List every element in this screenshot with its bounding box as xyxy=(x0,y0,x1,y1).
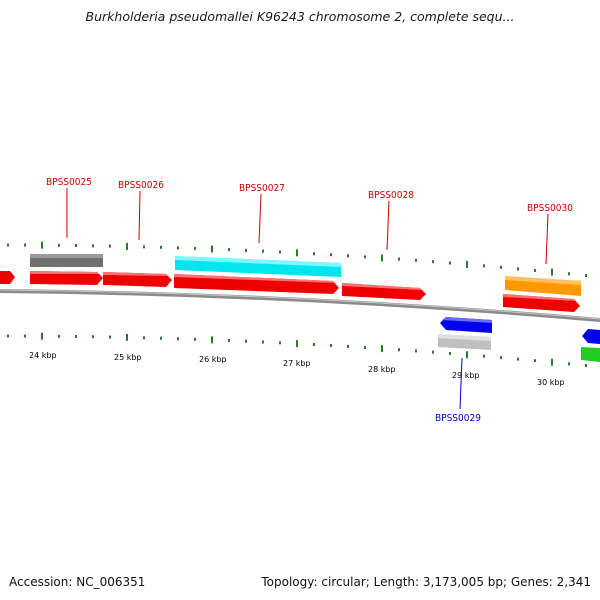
scale-label-26kbp: 26 kbp xyxy=(199,355,227,364)
scale-label-24kbp: 24 kbp xyxy=(29,351,57,360)
accession-text: Accession: NC_006351 xyxy=(9,575,146,589)
feature-green-1[interactable] xyxy=(581,347,600,362)
scale-label-25kbp: 25 kbp xyxy=(114,353,142,362)
outer-tick-track xyxy=(7,241,587,278)
gene-arrow-BPSS0031[interactable] xyxy=(582,329,600,344)
map-title: Burkholderia pseudomallei K96243 chromos… xyxy=(85,9,515,24)
gene-arrow-BPSS0025[interactable] xyxy=(30,271,103,285)
scale-labels: 24 kbp 25 kbp 26 kbp 27 kbp 28 kbp 29 kb… xyxy=(29,351,565,387)
gene-label-BPSS0028[interactable]: BPSS0028 xyxy=(368,190,414,201)
scale-label-27kbp: 27 kbp xyxy=(283,359,311,368)
summary-text: Topology: circular; Length: 3,173,005 bp… xyxy=(261,575,591,589)
gene-labels: BPSS0025 BPSS0026 BPSS0027 BPSS0028 BPSS… xyxy=(46,177,573,424)
scale-label-28kbp: 28 kbp xyxy=(368,365,396,374)
chromosome-backbone xyxy=(0,289,600,322)
gene-label-BPSS0025[interactable]: BPSS0025 xyxy=(46,177,92,188)
gene-label-BPSS0026[interactable]: BPSS0026 xyxy=(118,180,164,191)
gene-label-BPSS0029[interactable]: BPSS0029 xyxy=(435,413,481,424)
gene-arrow-BPSS0027[interactable] xyxy=(174,274,339,294)
label-connectors xyxy=(66,188,549,410)
forward-feature-row xyxy=(30,254,581,296)
forward-gene-row xyxy=(0,271,580,312)
reverse-gene-row xyxy=(438,317,600,362)
inner-tick-track xyxy=(7,332,587,368)
scale-label-30kbp: 30 kbp xyxy=(537,378,565,387)
scale-label-29kbp: 29 kbp xyxy=(452,371,480,380)
gene-label-BPSS0027[interactable]: BPSS0027 xyxy=(239,183,285,194)
gene-arrow-BPSS0024[interactable] xyxy=(0,271,15,284)
gene-label-BPSS0030[interactable]: BPSS0030 xyxy=(527,203,573,214)
